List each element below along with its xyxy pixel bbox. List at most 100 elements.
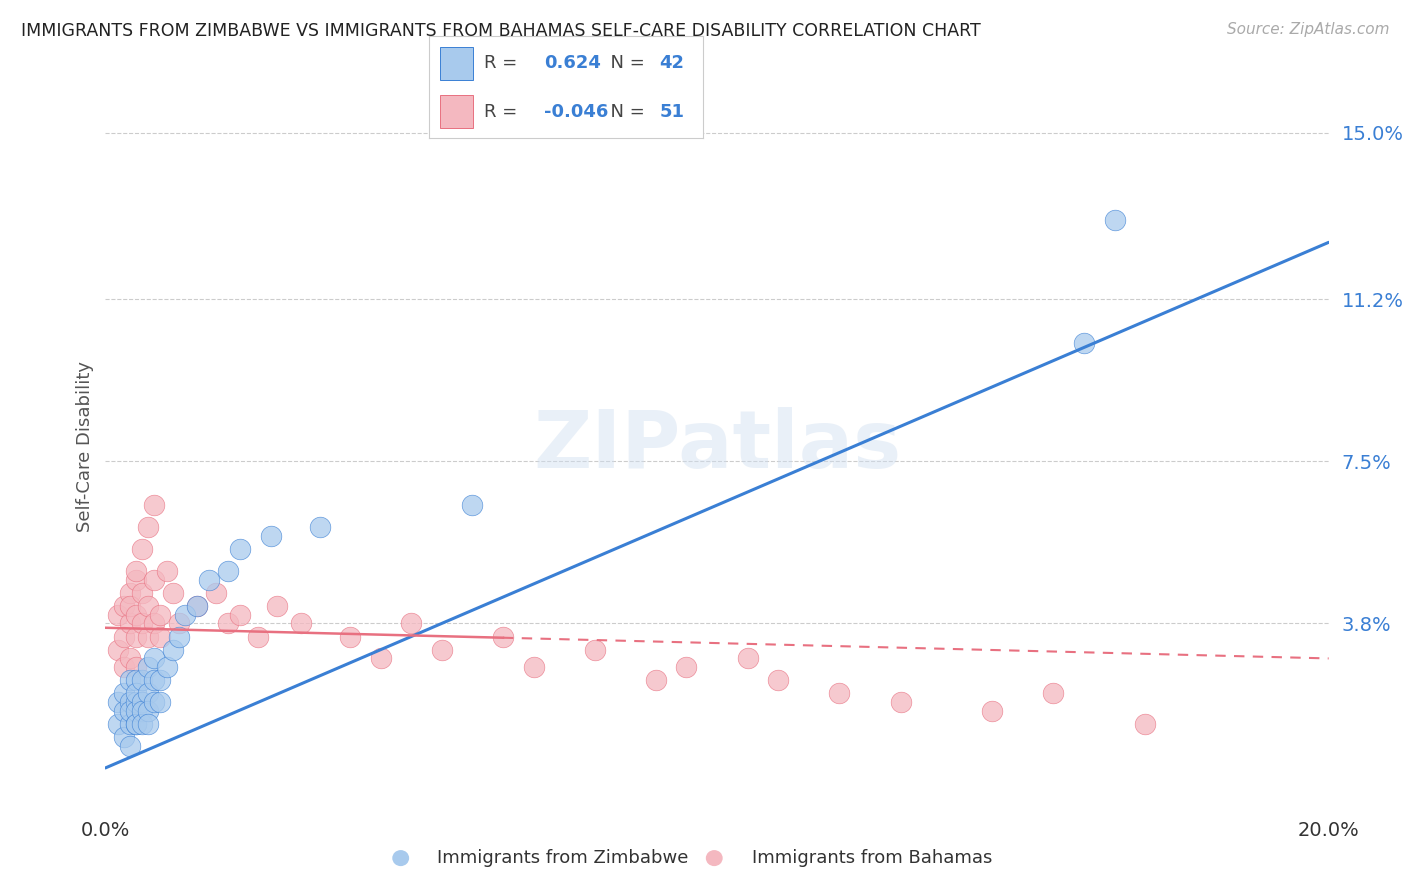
Point [523, 660, 546, 674]
Point [155, 564, 177, 578]
Point [118, 717, 141, 731]
Point [143, 695, 166, 709]
Point [118, 616, 141, 631]
Point [167, 630, 190, 644]
Point [492, 630, 515, 644]
Point [131, 704, 153, 718]
Point [162, 585, 184, 599]
Text: IMMIGRANTS FROM ZIMBABWE VS IMMIGRANTS FROM BAHAMAS SELF-CARE DISABILITY CORRELA: IMMIGRANTS FROM ZIMBABWE VS IMMIGRANTS F… [21, 22, 981, 40]
Point [981, 704, 1004, 718]
Point [125, 630, 148, 644]
Point [1042, 686, 1064, 700]
Point [308, 520, 330, 534]
Point [1104, 213, 1126, 227]
Point [107, 717, 129, 731]
Text: Immigrants from Zimbabwe: Immigrants from Zimbabwe [437, 849, 688, 867]
Point [118, 673, 141, 688]
Point [339, 630, 361, 644]
Y-axis label: Self-Care Disability: Self-Care Disability [76, 360, 94, 532]
Point [149, 673, 172, 688]
Point [118, 704, 141, 718]
Point [768, 673, 790, 688]
Point [174, 607, 197, 622]
Point [125, 695, 148, 709]
Point [125, 660, 148, 674]
Text: Source: ZipAtlas.com: Source: ZipAtlas.com [1226, 22, 1389, 37]
Point [125, 717, 148, 731]
Point [229, 607, 252, 622]
Point [112, 599, 135, 613]
Point [136, 660, 159, 674]
Point [167, 616, 190, 631]
Text: R =: R = [484, 54, 529, 72]
Point [125, 607, 148, 622]
Point [149, 695, 172, 709]
Point [259, 529, 281, 543]
Point [143, 573, 166, 587]
Point [644, 673, 666, 688]
Point [737, 651, 759, 665]
Point [186, 599, 208, 613]
Text: ZIPatlas: ZIPatlas [533, 407, 901, 485]
Point [112, 731, 135, 745]
Point [112, 686, 135, 700]
Point [125, 564, 148, 578]
Point [125, 686, 148, 700]
Point [136, 704, 159, 718]
Point [155, 660, 177, 674]
Point [143, 673, 166, 688]
Point [118, 599, 141, 613]
Point [186, 599, 208, 613]
Point [430, 642, 453, 657]
Text: -0.046: -0.046 [544, 103, 609, 120]
Point [125, 704, 148, 718]
Point [143, 498, 166, 512]
Point [131, 616, 153, 631]
Point [112, 630, 135, 644]
Text: R =: R = [484, 103, 523, 120]
Point [583, 642, 606, 657]
Point [131, 673, 153, 688]
Point [149, 607, 172, 622]
Point [198, 573, 221, 587]
Point [118, 585, 141, 599]
Point [143, 651, 166, 665]
Point [136, 599, 159, 613]
Text: 0.624: 0.624 [544, 54, 600, 72]
FancyBboxPatch shape [440, 95, 472, 128]
Point [118, 651, 141, 665]
Point [118, 739, 141, 753]
Point [112, 660, 135, 674]
Point [107, 695, 129, 709]
Point [136, 717, 159, 731]
Point [675, 660, 697, 674]
Point [125, 673, 148, 688]
Point [266, 599, 288, 613]
Point [131, 585, 153, 599]
Point [118, 695, 141, 709]
Point [131, 717, 153, 731]
Point [229, 541, 252, 556]
Point [162, 642, 184, 657]
Point [107, 642, 129, 657]
Point [125, 573, 148, 587]
Point [828, 686, 851, 700]
Point [136, 520, 159, 534]
Point [1133, 717, 1156, 731]
FancyBboxPatch shape [440, 47, 472, 79]
Point [889, 695, 911, 709]
Point [149, 630, 172, 644]
Point [290, 616, 312, 631]
Point [370, 651, 392, 665]
Point [143, 616, 166, 631]
Point [136, 630, 159, 644]
Point [131, 695, 153, 709]
Point [399, 616, 422, 631]
Point [107, 607, 129, 622]
Text: 51: 51 [659, 103, 685, 120]
Text: N =: N = [599, 103, 651, 120]
Text: 42: 42 [659, 54, 685, 72]
Point [1073, 336, 1095, 351]
Point [217, 616, 239, 631]
Point [136, 686, 159, 700]
